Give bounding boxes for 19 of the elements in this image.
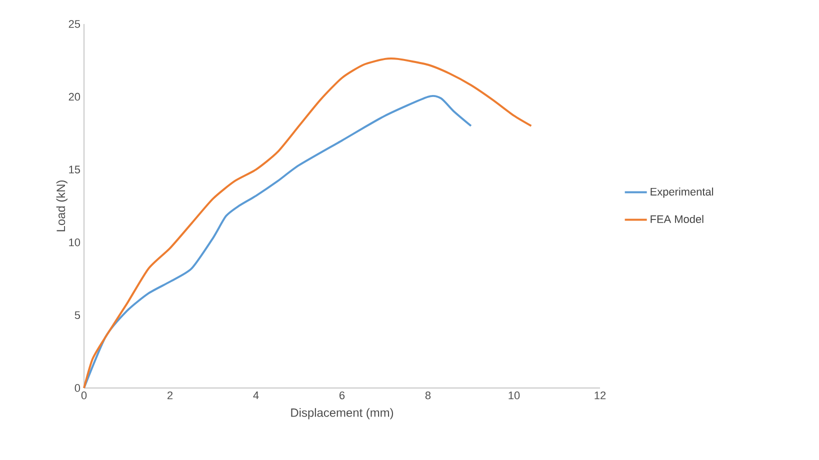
y-tick-label: 5 [74,311,80,320]
x-tick-label: 6 [340,392,345,400]
legend-label: FEA Model [650,214,704,224]
x-tick-label: 12 [594,392,606,400]
y-tick-label: 0 [74,384,80,392]
x-tick-label: 0 [81,392,87,400]
x-tick-label: 8 [425,392,431,400]
y-tick-label: 20 [68,92,80,101]
y-tick-label: 10 [69,238,80,246]
x-tick-label: 4 [253,392,259,400]
x-axis-title: Displacement (mm) [291,408,394,420]
y-axis-title: Load (kN) [56,180,68,232]
x-tick-label: 2 [168,392,173,400]
line-series [83,94,472,389]
y-tick-label: 25 [68,20,80,28]
legend-label: Experimental [650,188,714,198]
line-series [83,57,532,389]
x-tick-label: 10 [508,392,520,400]
y-tick-label: 15 [69,166,80,174]
